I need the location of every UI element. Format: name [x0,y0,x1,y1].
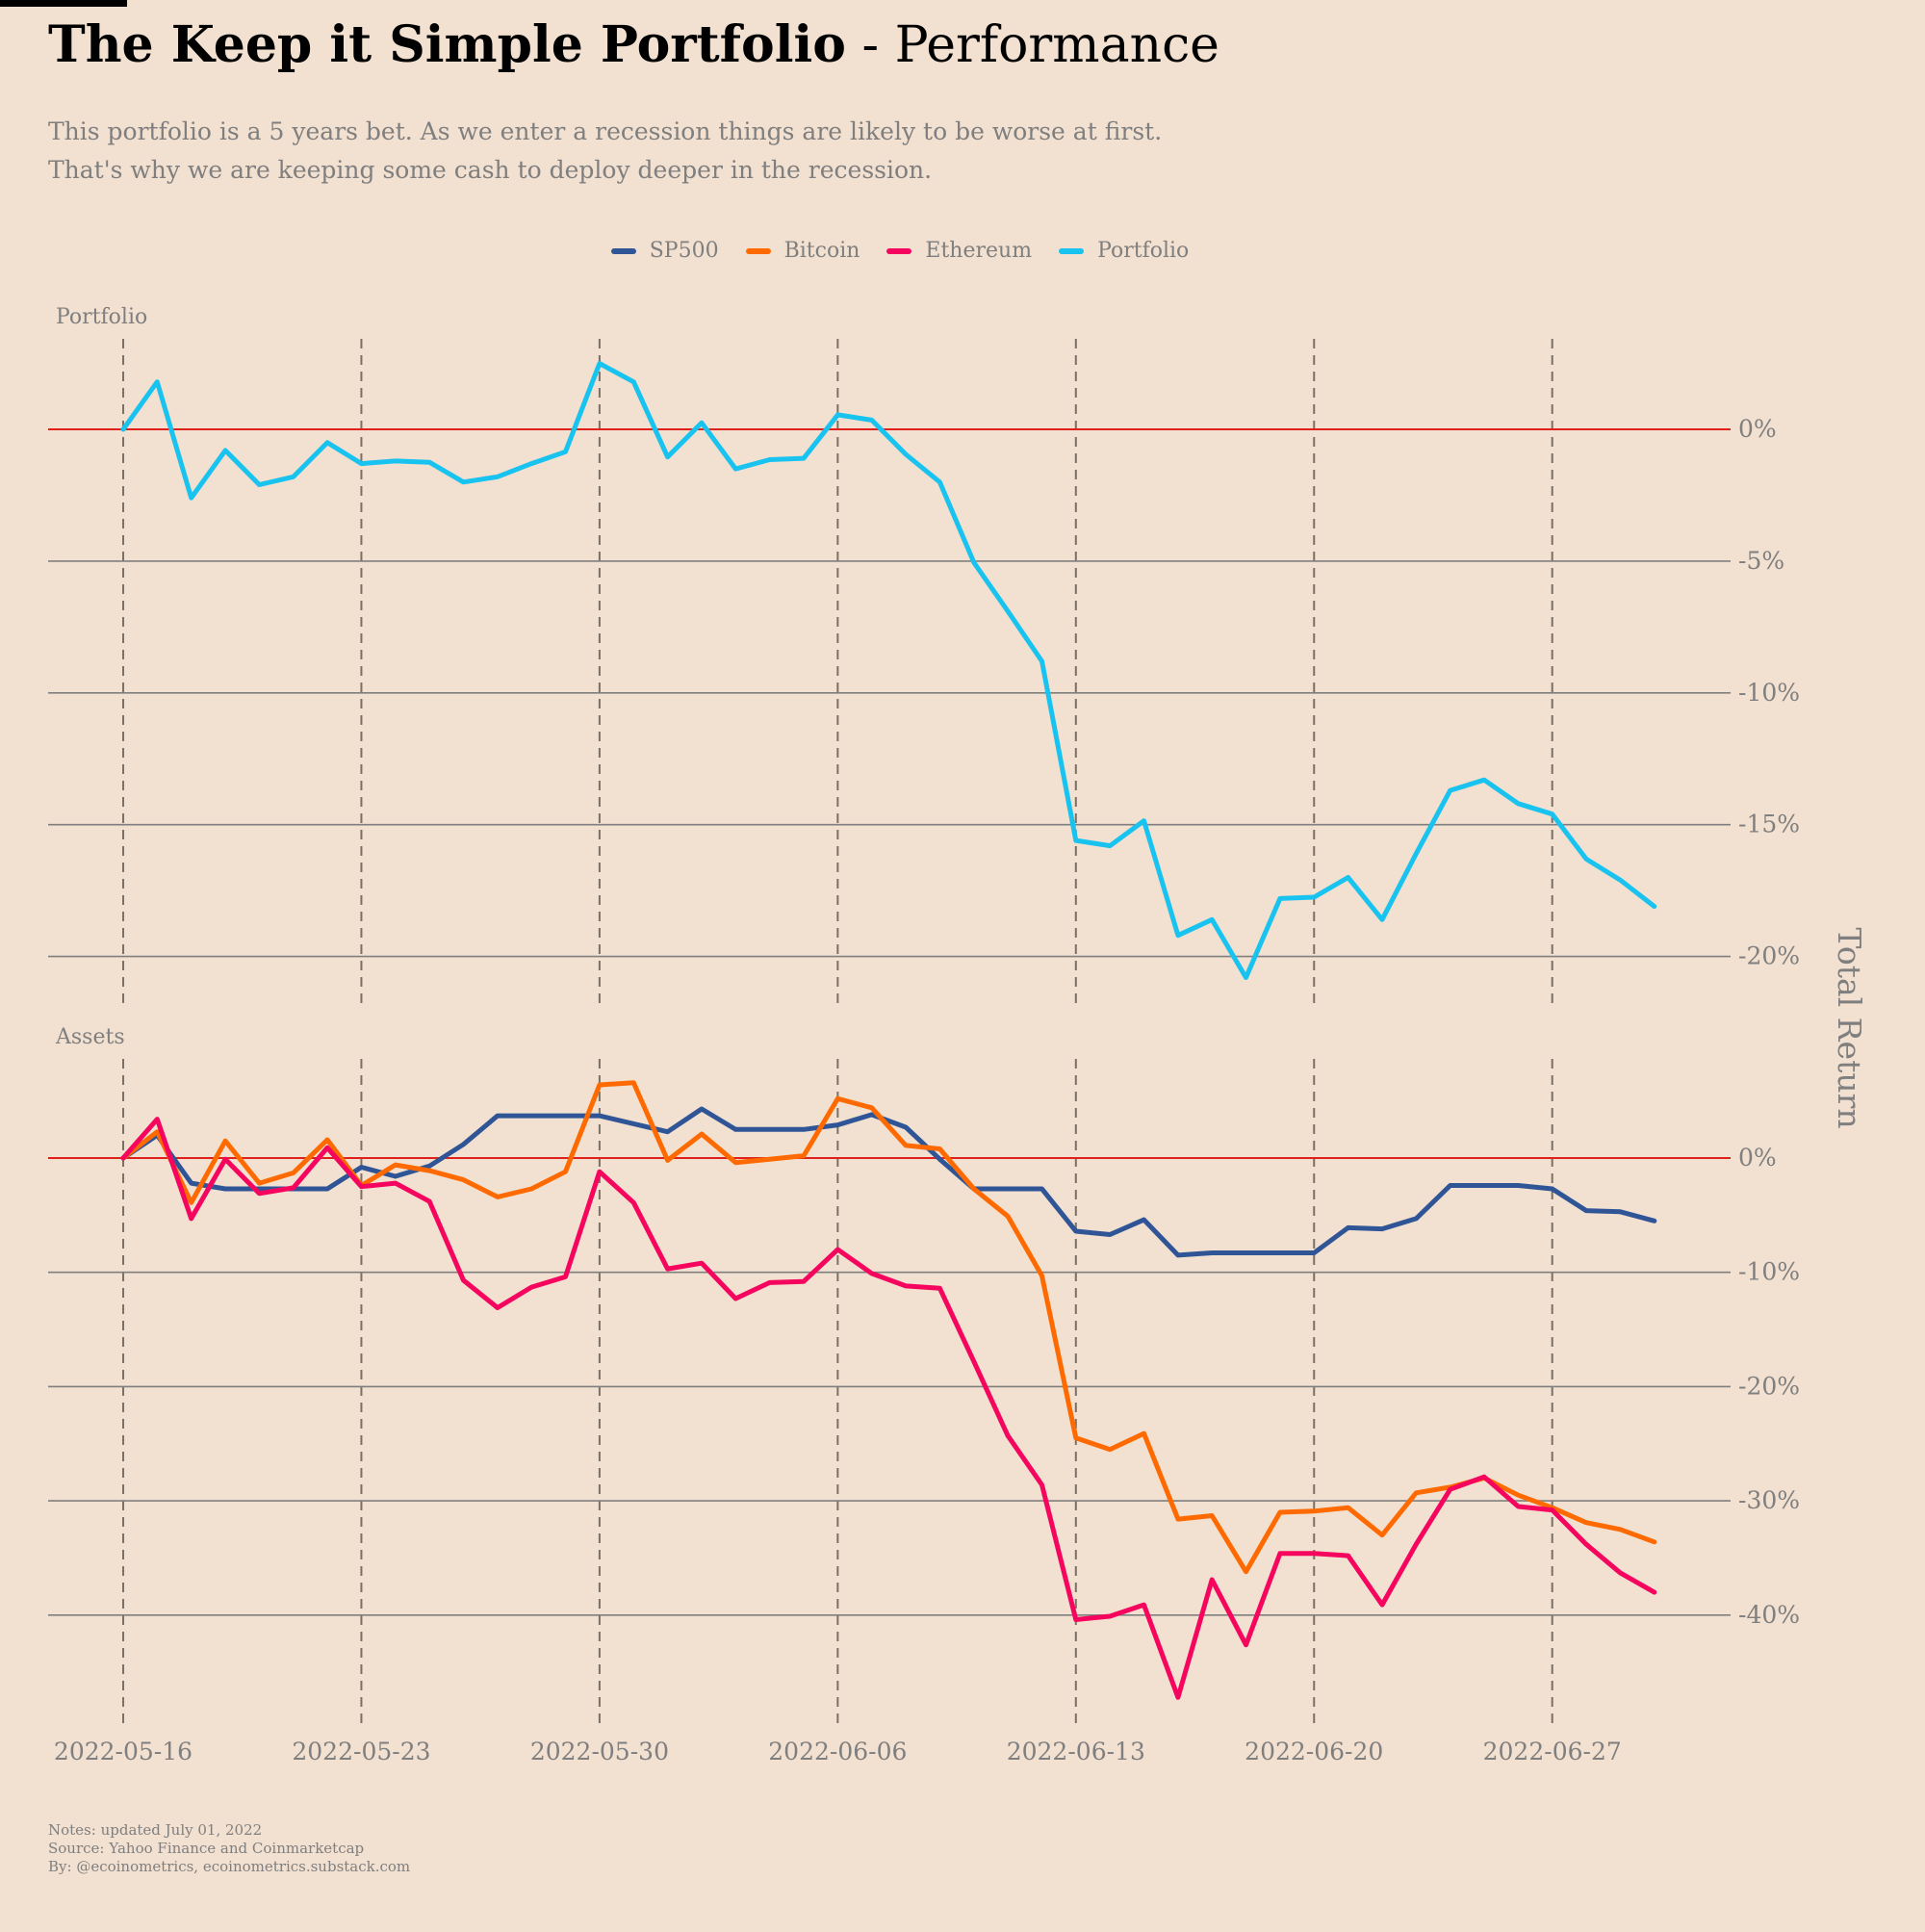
title-bold: The Keep it Simple Portfolio [48,15,846,74]
legend-label: Ethereum [925,239,1033,263]
x-tick-label: 2022-06-20 [1245,1738,1383,1765]
y-tick-label: -10% [1738,679,1800,707]
subtitle: This portfolio is a 5 years bet. As we e… [48,113,1162,190]
y-tick-label: 0% [1738,415,1777,443]
y-tick-label: -20% [1738,942,1800,970]
footer-line: Source: Yahoo Finance and Coinmarketcap [48,1840,365,1857]
legend-swatch [745,247,771,254]
legend-label: SP500 [649,239,719,263]
legend-item-sp500: SP500 [610,239,719,263]
top-accent-bar [0,0,127,7]
subtitle-line: This portfolio is a 5 years bet. As we e… [48,117,1163,145]
x-tick-label: 2022-06-06 [768,1738,907,1765]
panel-label: Portfolio [56,305,147,329]
series-line-sp500 [120,1106,1657,1258]
footer-line: By: @ecoinometrics, ecoinometrics.substa… [48,1858,411,1875]
subtitle-line: That's why we are keeping some cash to d… [48,156,933,184]
legend-item-portfolio: Portfolio [1059,239,1189,263]
title-rest: - Performance [861,16,1219,74]
y-tick-label: -30% [1738,1486,1800,1514]
x-tick-label: 2022-06-13 [1007,1738,1145,1765]
footer-notes: Notes: updated July 01, 2022 Source: Yah… [48,1821,410,1876]
series-line-bitcoin [120,1080,1657,1575]
x-tick-label: 2022-05-16 [54,1738,192,1765]
y-tick-label: -40% [1738,1601,1800,1629]
y-tick-label: 0% [1738,1144,1777,1172]
footer-line: Notes: updated July 01, 2022 [48,1821,263,1839]
y-tick-label: -5% [1738,547,1784,575]
panel-label: Assets [55,1025,125,1049]
y-axis-title: Total Return [1831,927,1868,1128]
series-line-ethereum [120,1117,1657,1700]
legend-item-ethereum: Ethereum [886,239,1032,263]
legend-swatch [1059,247,1085,254]
y-tick-label: -20% [1738,1372,1800,1400]
chart-legend: SP500 Bitcoin Ethereum Portfolio [0,239,1800,263]
x-tick-label: 2022-05-23 [292,1738,430,1765]
legend-item-bitcoin: Bitcoin [745,239,860,263]
legend-label: Bitcoin [783,239,860,263]
y-tick-label: -15% [1738,811,1800,838]
x-tick-label: 2022-06-27 [1483,1738,1622,1765]
y-tick-label: -10% [1738,1258,1800,1286]
legend-swatch [610,247,636,254]
series-line-portfolio [120,361,1657,980]
page-title: The Keep it Simple Portfolio - Performan… [48,12,1219,79]
legend-label: Portfolio [1097,239,1190,263]
legend-swatch [886,247,912,254]
x-tick-label: 2022-05-30 [530,1738,669,1765]
